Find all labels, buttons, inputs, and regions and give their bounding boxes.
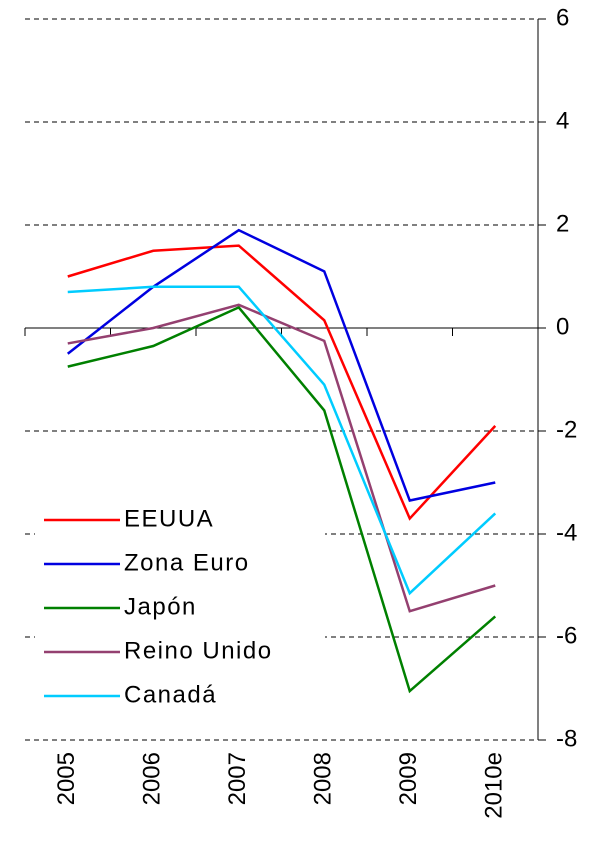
x-tick-label: 2009 xyxy=(395,752,422,805)
legend-label: Japón xyxy=(124,593,197,620)
x-tick-label: 2010e xyxy=(481,752,508,819)
series-line xyxy=(67,285,497,596)
series-line xyxy=(66,228,496,502)
series-line xyxy=(67,305,497,694)
x-tick-label: 2008 xyxy=(310,752,337,805)
y-tick-label: 0 xyxy=(556,313,569,340)
y-tick-label: 6 xyxy=(556,4,569,31)
y-tick-label: -4 xyxy=(556,519,577,546)
y-tick-label: -8 xyxy=(556,725,577,752)
legend-label: Reino Unido xyxy=(124,637,273,664)
legend-label: Canadá xyxy=(124,681,217,708)
legend-label: Zona Euro xyxy=(124,549,250,576)
series-line xyxy=(67,244,497,521)
x-tick-label: 2007 xyxy=(224,752,251,805)
legend-box xyxy=(35,495,325,725)
y-tick-label: -2 xyxy=(556,416,577,443)
y-tick-label: 4 xyxy=(556,107,569,134)
legend-label: EEUUA xyxy=(124,505,214,532)
y-tick-label: 2 xyxy=(556,210,569,237)
x-tick-label: 2006 xyxy=(139,752,166,805)
x-tick-label: 2005 xyxy=(53,752,80,805)
series-line xyxy=(67,303,496,613)
y-tick-label: -6 xyxy=(556,622,577,649)
